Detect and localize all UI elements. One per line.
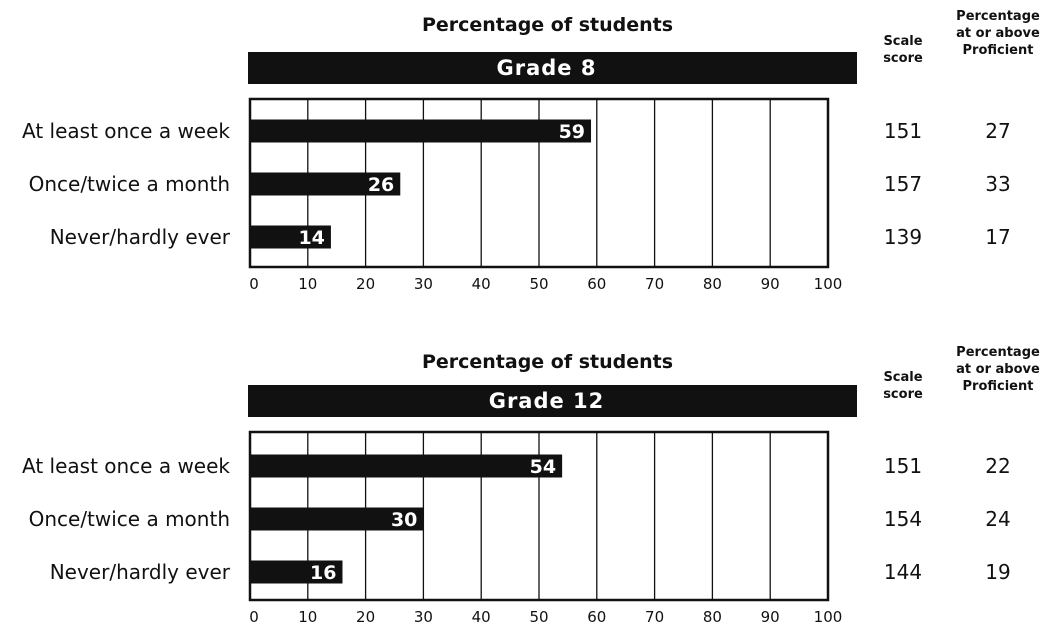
x-tick-label: 80 (703, 275, 722, 293)
x-tick-label: 80 (703, 608, 722, 626)
panel-label: Grade 8 (497, 56, 597, 80)
scale-score-header: Scale (883, 34, 922, 49)
bar (250, 119, 592, 143)
proficient-header: Proficient (963, 379, 1034, 394)
category-label: Once/twice a month (29, 172, 230, 196)
proficient-header: at or above (956, 362, 1040, 377)
x-tick-label: 30 (414, 608, 433, 626)
panel-label: Grade 12 (489, 389, 605, 413)
category-label: Never/hardly ever (50, 225, 231, 249)
scale-score-value: 154 (884, 507, 922, 531)
bar (250, 507, 424, 531)
bar (250, 172, 401, 196)
x-tick-label: 60 (587, 275, 606, 293)
scale-score-value: 151 (884, 454, 922, 478)
proficient-header: Proficient (963, 43, 1034, 58)
x-tick-label: 0 (249, 608, 259, 626)
bar (250, 560, 343, 584)
proficient-header: Percentage (956, 345, 1040, 360)
category-label: At least once a week (22, 454, 230, 478)
bar (250, 225, 331, 249)
x-tick-label: 0 (249, 275, 259, 293)
scale-score-value: 139 (884, 225, 922, 249)
bar-value-label: 59 (559, 121, 585, 143)
bar-value-label: 16 (310, 562, 336, 584)
x-tick-label: 70 (645, 608, 664, 626)
bar-value-label: 26 (368, 174, 394, 196)
scale-score-value: 144 (884, 560, 922, 584)
x-tick-label: 10 (298, 275, 317, 293)
scale-score-value: 151 (884, 119, 922, 143)
proficient-header: at or above (956, 26, 1040, 41)
percent-proficient-value: 22 (985, 454, 1010, 478)
percent-proficient-value: 19 (985, 560, 1010, 584)
x-tick-label: 40 (472, 608, 491, 626)
scale-score-header: Scale (883, 370, 922, 385)
percent-proficient-value: 33 (985, 172, 1010, 196)
bar-value-label: 14 (298, 227, 324, 249)
bar-value-label: 54 (530, 456, 556, 478)
percent-proficient-value: 17 (985, 225, 1010, 249)
x-tick-label: 50 (529, 608, 548, 626)
proficient-header: Percentage (956, 9, 1040, 24)
x-tick-label: 90 (761, 275, 780, 293)
panel-banner (248, 52, 857, 84)
panel-banner (248, 385, 857, 417)
chart-title: Percentage of students (422, 14, 673, 36)
scale-score-value: 157 (884, 172, 922, 196)
x-tick-label: 100 (814, 608, 843, 626)
x-tick-label: 20 (356, 608, 375, 626)
x-tick-label: 30 (414, 275, 433, 293)
percent-proficient-value: 27 (985, 119, 1010, 143)
x-tick-label: 40 (472, 275, 491, 293)
scale-score-header: score (883, 387, 923, 402)
x-tick-label: 70 (645, 275, 664, 293)
category-label: Once/twice a month (29, 507, 230, 531)
category-label: At least once a week (22, 119, 230, 143)
bar-value-label: 30 (391, 509, 417, 531)
x-tick-label: 100 (814, 275, 843, 293)
x-tick-label: 60 (587, 608, 606, 626)
chart-title: Percentage of students (422, 351, 673, 373)
x-tick-label: 20 (356, 275, 375, 293)
scale-score-header: score (883, 51, 923, 66)
x-tick-label: 10 (298, 608, 317, 626)
x-tick-label: 50 (529, 275, 548, 293)
percent-proficient-value: 24 (985, 507, 1010, 531)
bar (250, 454, 563, 478)
category-label: Never/hardly ever (50, 560, 231, 584)
x-tick-label: 90 (761, 608, 780, 626)
